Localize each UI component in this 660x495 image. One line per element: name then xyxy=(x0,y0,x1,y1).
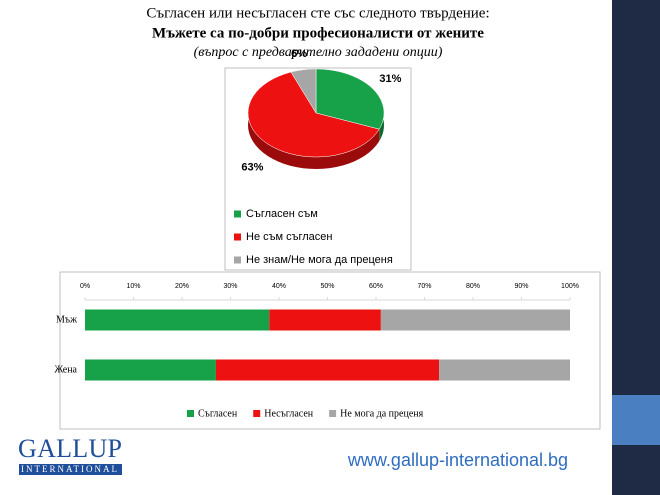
bar-segment xyxy=(85,309,270,331)
x-tick-label: 0% xyxy=(80,283,90,290)
header-title: Мъжете са по-добри професионалисти от же… xyxy=(152,25,484,41)
x-tick-label: 60% xyxy=(369,283,383,290)
x-tick-label: 10% xyxy=(126,283,140,290)
x-tick-label: 70% xyxy=(417,283,431,290)
header-note: (въпрос с предварително зададени опции) xyxy=(194,45,443,60)
legend-label: Несъгласен xyxy=(264,408,314,419)
legend-swatch xyxy=(253,410,261,417)
bar-segment xyxy=(439,359,570,381)
data-label: 6% xyxy=(291,48,307,60)
logo-sub: INTERNATIONAL xyxy=(21,464,119,474)
legend-swatch xyxy=(234,256,241,264)
bar-frame xyxy=(59,271,601,430)
x-tick-label: 40% xyxy=(272,283,286,290)
legend-swatch xyxy=(329,410,337,417)
bar-segment xyxy=(269,309,381,331)
legend-swatch xyxy=(187,410,194,417)
data-label: 31% xyxy=(379,73,401,85)
bar-segment xyxy=(215,359,440,381)
pie-frame xyxy=(224,67,412,271)
side-accent xyxy=(612,395,660,445)
x-tick-label: 30% xyxy=(223,283,237,290)
legend-swatch xyxy=(234,233,241,241)
legend-label: Не знам/Не мога да преценя xyxy=(246,254,393,266)
x-tick-label: 50% xyxy=(320,283,334,290)
legend-label: Не съм съгласен xyxy=(246,231,333,243)
x-tick-label: 100% xyxy=(561,283,579,290)
legend-label: Съгласен съм xyxy=(246,208,318,220)
website: www.gallup-international.bg xyxy=(347,450,568,470)
pie-slice xyxy=(247,71,380,158)
data-label: 63% xyxy=(241,161,263,173)
x-tick-label: 80% xyxy=(466,283,480,290)
pie-slice xyxy=(315,68,385,130)
x-tick-label: 20% xyxy=(175,283,189,290)
legend-swatch xyxy=(234,210,241,218)
legend-label: Съгласен xyxy=(198,408,238,419)
y-tick-label: Жена xyxy=(54,364,77,375)
bar-segment xyxy=(380,309,570,331)
logo-bar xyxy=(19,464,122,475)
bar-segment xyxy=(85,359,216,381)
legend-label: Не мога да преценя xyxy=(340,408,423,419)
pie-slice xyxy=(290,68,317,114)
y-tick-label: Мъж xyxy=(56,314,77,325)
x-tick-label: 90% xyxy=(514,283,528,290)
header-line: Съгласен или несъгласен сте със следното… xyxy=(146,5,489,21)
logo: GALLUP xyxy=(18,434,122,463)
